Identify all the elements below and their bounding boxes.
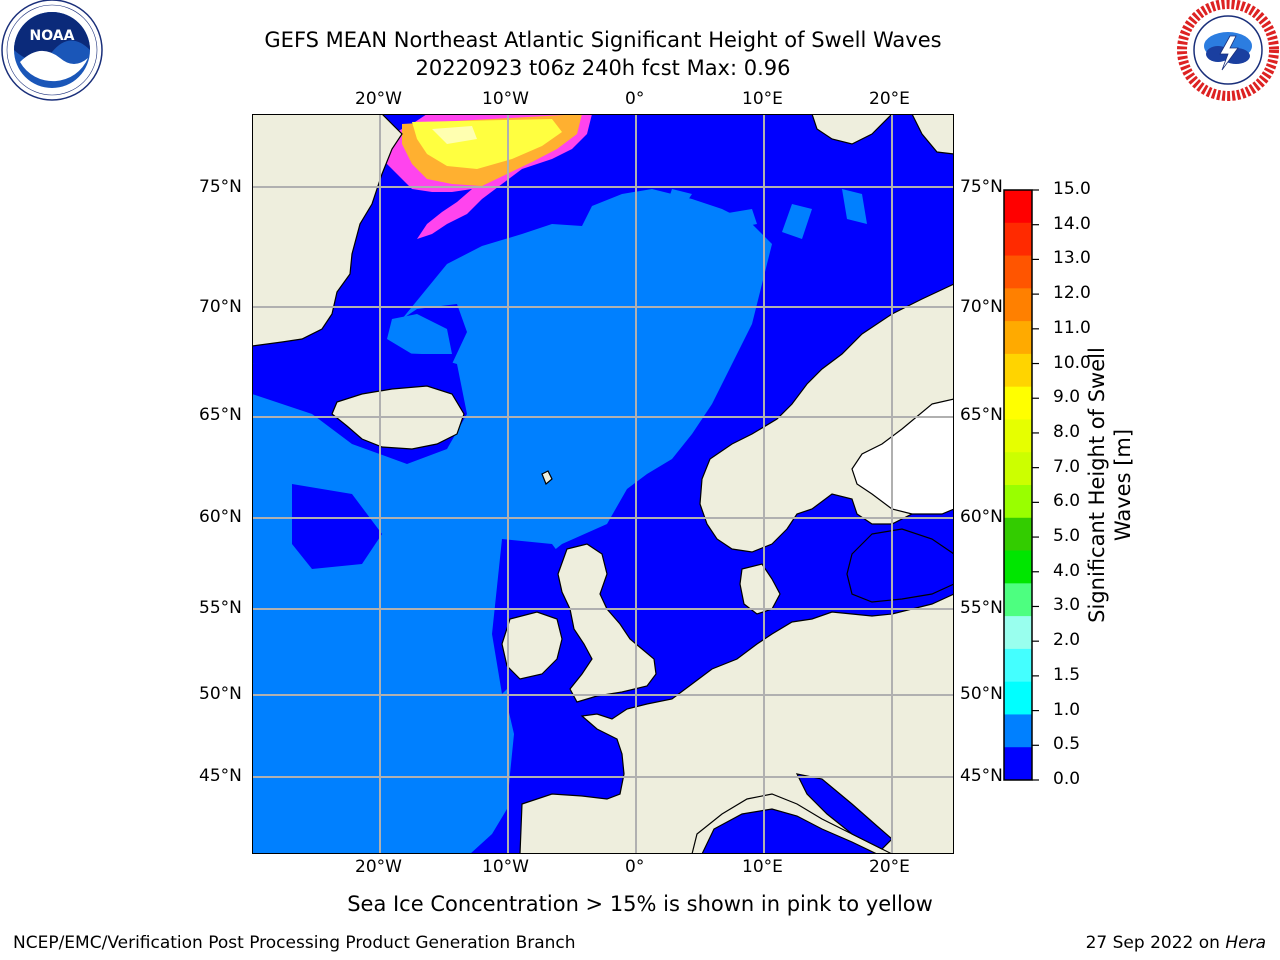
right-lat-label: 45°N xyxy=(960,766,1003,786)
sea-ice-footnote: Sea Ice Concentration > 15% is shown in … xyxy=(347,892,933,916)
colorbar-swatch xyxy=(1004,616,1032,650)
bottom-lon-label: 20°E xyxy=(869,857,910,877)
footer-date-text: 27 Sep 2022 on xyxy=(1085,933,1220,953)
top-lon-label: 20°W xyxy=(355,89,402,109)
bottom-lon-label: 0° xyxy=(625,857,645,877)
footer-host: Hera xyxy=(1225,933,1266,953)
swell-region-mid xyxy=(252,189,772,854)
top-lon-label: 10°W xyxy=(482,89,529,109)
colorbar-tick-label: 3.0 xyxy=(1053,595,1081,616)
swell-wave-map xyxy=(252,114,954,854)
colorbar-tick-label: 6.0 xyxy=(1053,491,1081,512)
right-lat-label: 55°N xyxy=(960,598,1003,618)
colorbar-swatch xyxy=(1004,747,1032,781)
left-lat-label: 55°N xyxy=(199,598,242,618)
colorbar-tick-label: 1.5 xyxy=(1053,664,1081,685)
bottom-lon-label: 10°W xyxy=(482,857,529,877)
colorbar-swatch xyxy=(1004,255,1032,289)
top-lon-label: 0° xyxy=(625,89,645,109)
colorbar-tick-label: 11.0 xyxy=(1053,317,1091,338)
right-lat-label: 70°N xyxy=(960,297,1003,317)
colorbar-swatch xyxy=(1004,485,1032,519)
bottom-lon-label: 20°W xyxy=(355,857,402,877)
colorbar-swatch xyxy=(1004,648,1032,683)
colorbar-tick-label: 9.0 xyxy=(1053,387,1081,408)
colorbar-swatch xyxy=(1004,321,1032,355)
colorbar-swatch xyxy=(1004,386,1032,420)
colorbar-title: Significant Height of Swell Waves [m] xyxy=(1085,347,1135,623)
footer-credit: NCEP/EMC/Verification Post Processing Pr… xyxy=(13,933,576,953)
colorbar-tick-label: 5.0 xyxy=(1053,526,1081,547)
left-lat-label: 45°N xyxy=(199,766,242,786)
colorbar-tick-label: 2.0 xyxy=(1053,630,1081,651)
colorbar xyxy=(1003,189,1039,781)
colorbar-tick-label: 1.0 xyxy=(1053,699,1081,720)
colorbar-swatch xyxy=(1004,714,1032,748)
nws-logo xyxy=(1177,0,1279,101)
colorbar-tick-label: 0.0 xyxy=(1053,769,1081,789)
top-lon-label: 20°E xyxy=(869,89,910,109)
colorbar-swatch xyxy=(1004,190,1032,224)
colorbar-swatch xyxy=(1004,419,1032,453)
map-gridlines xyxy=(252,114,954,854)
left-lat-label: 75°N xyxy=(199,177,242,197)
colorbar-border xyxy=(1003,189,1033,781)
left-lat-label: 60°N xyxy=(199,507,242,527)
noaa-logo-text: NOAA xyxy=(30,28,75,44)
right-lat-label: 60°N xyxy=(960,507,1003,527)
right-lat-label: 65°N xyxy=(960,405,1003,425)
colorbar-tick-label: 4.0 xyxy=(1053,560,1081,581)
colorbar-swatch xyxy=(1004,517,1032,552)
colorbar-tick-label: 7.0 xyxy=(1053,456,1081,477)
colorbar-tick-label: 14.0 xyxy=(1053,213,1091,234)
left-lat-label: 70°N xyxy=(199,297,242,317)
colorbar-swatch xyxy=(1004,583,1032,617)
left-lat-label: 50°N xyxy=(199,684,242,704)
colorbar-swatch xyxy=(1004,288,1032,322)
colorbar-swatch xyxy=(1004,681,1032,715)
colorbar-tick-label: 12.0 xyxy=(1053,283,1091,304)
right-lat-label: 50°N xyxy=(960,684,1003,704)
bottom-lon-label: 10°E xyxy=(742,857,783,877)
colorbar-swatch xyxy=(1004,550,1032,584)
colorbar-swatch xyxy=(1004,222,1032,257)
colorbar-tick-label: 13.0 xyxy=(1053,248,1091,269)
colorbar-tick-label: 0.5 xyxy=(1053,734,1081,755)
colorbar-swatch xyxy=(1004,353,1032,388)
colorbar-swatch xyxy=(1004,452,1032,486)
left-lat-label: 65°N xyxy=(199,405,242,425)
colorbar-tick-label: 10.0 xyxy=(1053,352,1091,373)
footer-date: 27 Sep 2022 on Hera xyxy=(1086,933,1266,953)
noaa-logo: NOAA xyxy=(1,0,103,101)
right-lat-label: 75°N xyxy=(960,177,1003,197)
colorbar-tick-label: 8.0 xyxy=(1053,421,1081,442)
top-lon-label: 10°E xyxy=(742,89,783,109)
chart-title: GEFS MEAN Northeast Atlantic Significant… xyxy=(264,28,942,52)
colorbar-tick-label: 15.0 xyxy=(1053,179,1091,199)
chart-subtitle: 20220923 t06z 240h fcst Max: 0.96 xyxy=(415,56,791,80)
